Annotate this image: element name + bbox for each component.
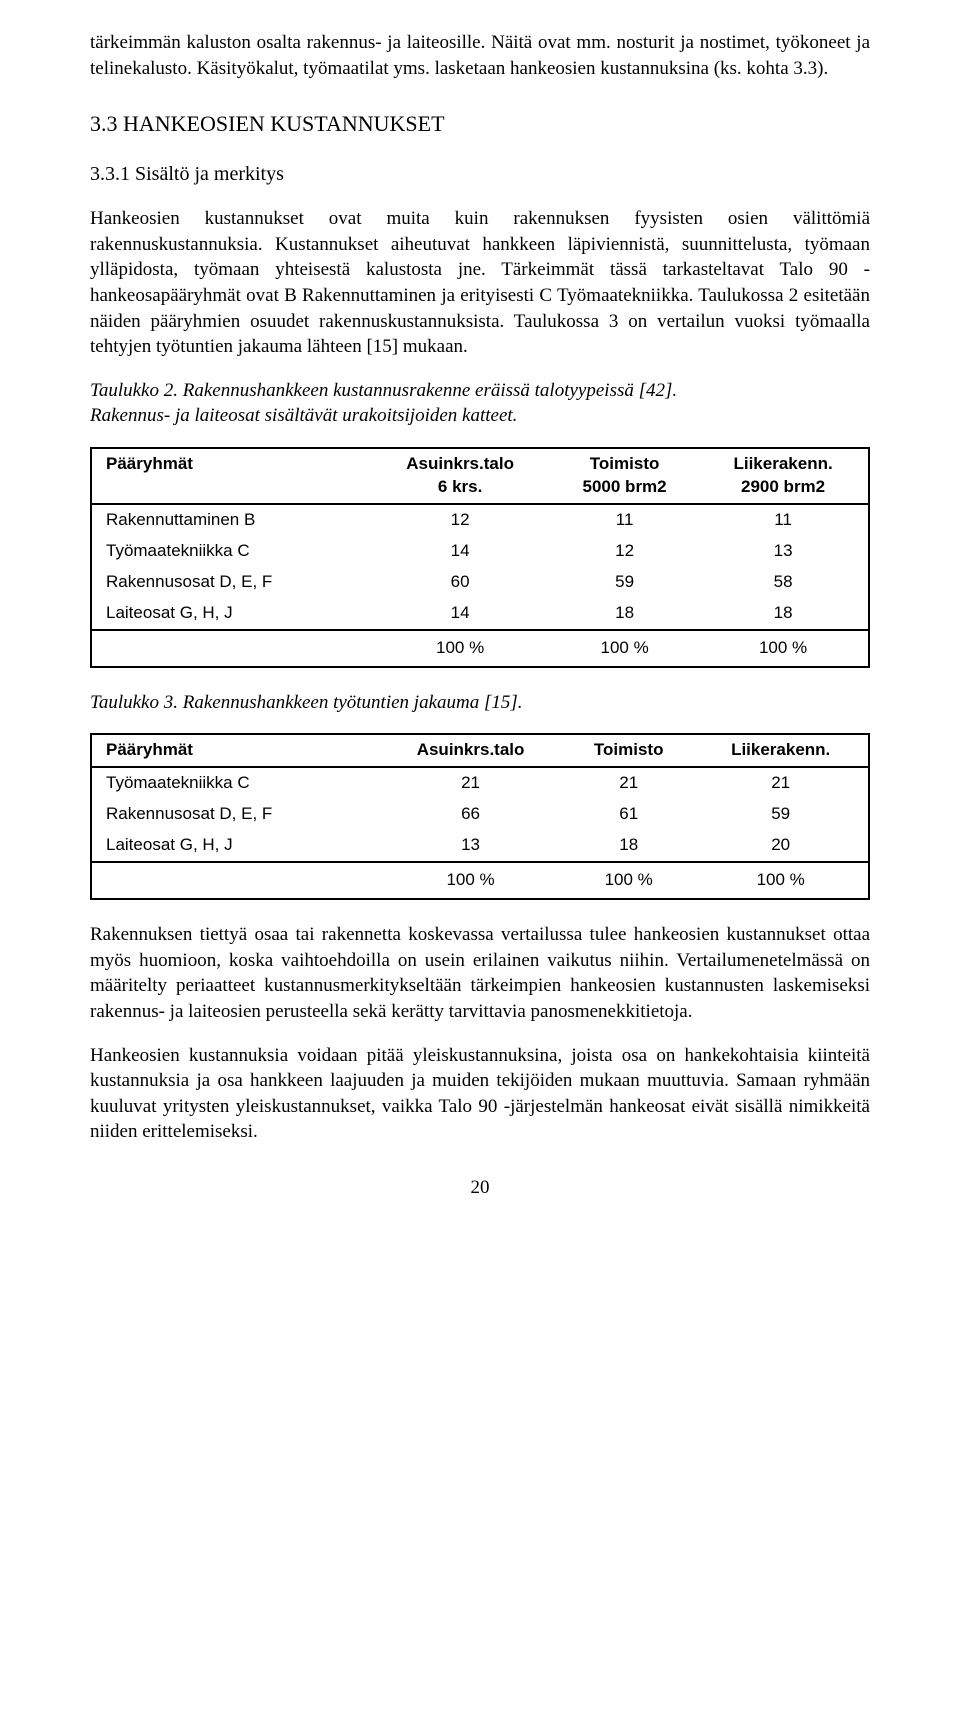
paragraph-after-tables-2: Hankeosien kustannuksia voidaan pitää yl… [90, 1043, 870, 1146]
table2-caption-line2: Rakennus- ja laiteosat sisältävät urakoi… [90, 405, 517, 426]
section-331-paragraph: Hankeosien kustannukset ovat muita kuin … [90, 206, 870, 360]
table3-header-0: Pääryhmät [91, 734, 377, 767]
table2-caption: Taulukko 2. Rakennushankkeen kustannusra… [90, 378, 870, 429]
heading-3-3-1: 3.3.1 Sisältö ja merkitys [90, 161, 870, 188]
table2-header-3: Liikerakenn.2900 brm2 [698, 448, 869, 504]
table-row: Rakennusosat D, E, F 60 59 58 [91, 567, 869, 598]
table3-header-1: Asuinkrs.talo [377, 734, 564, 767]
table-total-row: 100 % 100 % 100 % [91, 630, 869, 667]
table3: Pääryhmät Asuinkrs.talo Toimisto Liikera… [90, 733, 870, 900]
table3-header-3: Liikerakenn. [693, 734, 869, 767]
table-row: Rakennusosat D, E, F 66 61 59 [91, 799, 869, 830]
heading-3-3: 3.3 HANKEOSIEN KUSTANNUKSET [90, 109, 870, 139]
table-row: Työmaatekniikka C 14 12 13 [91, 536, 869, 567]
table2-header-2: Toimisto5000 brm2 [551, 448, 698, 504]
table2-header-0: Pääryhmät [91, 448, 369, 504]
table2: Pääryhmät Asuinkrs.talo6 krs. Toimisto50… [90, 447, 870, 668]
table-row: Laiteosat G, H, J 14 18 18 [91, 598, 869, 630]
table-row: Työmaatekniikka C 21 21 21 [91, 767, 869, 799]
table-row: Laiteosat G, H, J 13 18 20 [91, 830, 869, 862]
table-total-row: 100 % 100 % 100 % [91, 862, 869, 899]
table2-header-1: Asuinkrs.talo6 krs. [369, 448, 551, 504]
page-number: 20 [90, 1175, 870, 1201]
table3-header-2: Toimisto [564, 734, 693, 767]
table3-caption: Taulukko 3. Rakennushankkeen työtuntien … [90, 690, 870, 716]
intro-paragraph: tärkeimmän kaluston osalta rakennus- ja … [90, 30, 870, 81]
table2-caption-line1: Taulukko 2. Rakennushankkeen kustannusra… [90, 380, 677, 401]
table-row: Rakennuttaminen B 12 11 11 [91, 504, 869, 536]
paragraph-after-tables-1: Rakennuksen tiettyä osaa tai rakennetta … [90, 922, 870, 1025]
